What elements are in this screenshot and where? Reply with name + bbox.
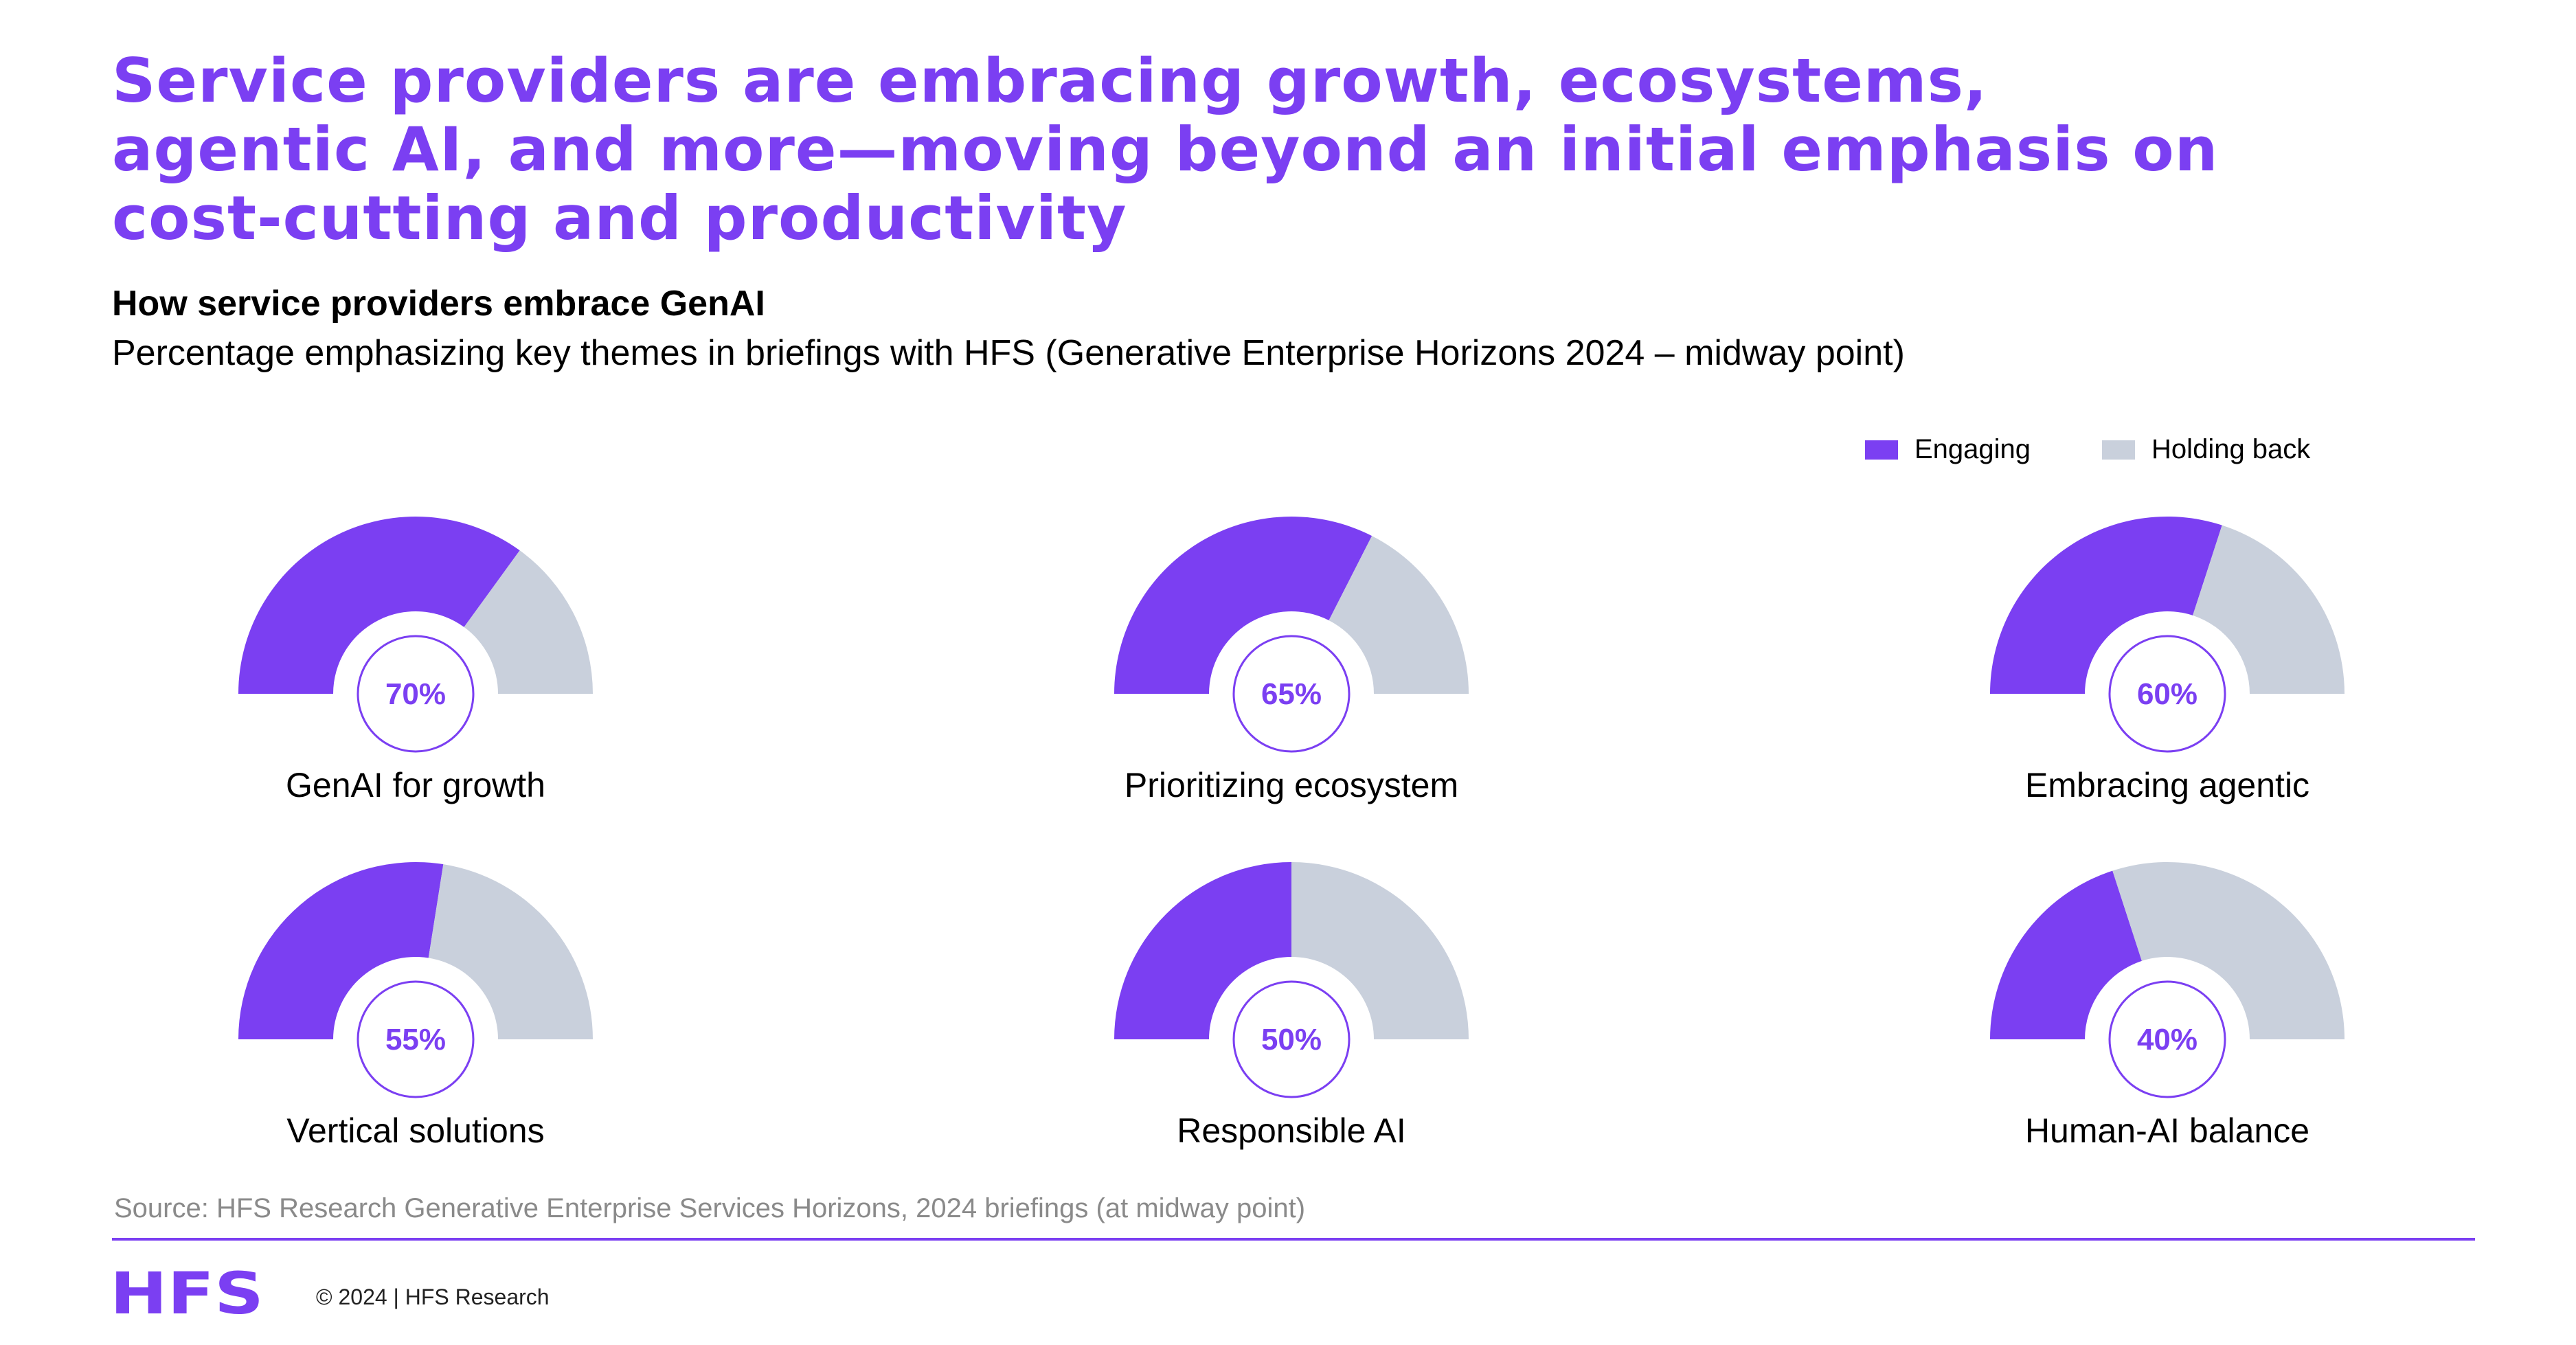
gauge-5: 50% Responsible AI: [1114, 862, 1469, 1150]
gauge-value-ring: [1232, 635, 1351, 753]
hfs-logo-text: HFS: [110, 1267, 264, 1322]
gauge-engaging-segment: [1114, 862, 1291, 1039]
gauge-holding-back-segment: [1291, 862, 1469, 1039]
gauge-engaging-segment: [1990, 517, 2222, 694]
gauge-holding-back-segment: [428, 864, 593, 1039]
chart-title: How service providers embrace GenAI: [112, 284, 765, 324]
legend-swatch-engaging: [1865, 440, 1898, 460]
gauge-engaging-segment: [238, 517, 520, 694]
source-note: Source: HFS Research Generative Enterpri…: [114, 1193, 1306, 1223]
gauge-holding-back-segment: [2112, 862, 2345, 1039]
legend-swatch-holding-back: [2102, 440, 2136, 460]
gauge-value-ring: [2108, 635, 2226, 753]
gauge-holding-back-segment: [1329, 536, 1469, 694]
gauge-engaging-segment: [1114, 517, 1372, 694]
gauge-holding-back-segment: [464, 550, 593, 694]
gauge-2: 65% Prioritizing ecosystem: [1114, 517, 1469, 804]
footer-divider: [112, 1238, 2475, 1241]
legend-item-engaging: Engaging: [1865, 434, 2031, 465]
gauge-value-label: 70%: [385, 677, 446, 711]
gauge-1: 70% GenAI for growth: [238, 517, 593, 804]
chart-legend: Engaging Holding back: [1865, 434, 2382, 465]
hfs-logo: HFS: [110, 1267, 264, 1322]
headline-line-1: Service providers are embracing growth, …: [112, 45, 1988, 116]
gauge-value-ring: [357, 980, 475, 1098]
gauge-value-label: 40%: [2137, 1023, 2197, 1056]
gauge-value-label: 55%: [385, 1023, 446, 1056]
gauge-4: 55% Vertical solutions: [238, 862, 593, 1150]
gauge-engaging-segment: [238, 862, 444, 1039]
gauge-value-ring: [1232, 980, 1351, 1098]
gauge-category-label: Embracing agentic: [2025, 766, 2309, 804]
gauge-3: 60% Embracing agentic: [1990, 517, 2345, 804]
legend-item-holding-back: Holding back: [2102, 434, 2310, 465]
chart-subtitle: Percentage emphasizing key themes in bri…: [112, 333, 1905, 373]
gauge-category-label: GenAI for growth: [286, 766, 545, 804]
gauge-value-label: 60%: [2137, 677, 2197, 711]
headline-line-2: agentic AI, and more—moving beyond an in…: [112, 114, 2219, 185]
page-headline: Service providers are embracing growth, …: [112, 47, 2482, 253]
gauge-engaging-segment: [1990, 870, 2142, 1039]
legend-label-engaging: Engaging: [1914, 434, 2031, 464]
headline-line-3: cost-cutting and productivity: [112, 183, 1127, 253]
gauge-value-label: 65%: [1261, 677, 1322, 711]
gauge-value-ring: [2108, 980, 2226, 1098]
gauge-holding-back-segment: [2193, 525, 2345, 694]
gauge-6: 40% Human-AI balance: [1990, 862, 2345, 1150]
gauge-category-label: Human-AI balance: [2025, 1111, 2309, 1150]
gauge-category-label: Responsible AI: [1177, 1111, 1406, 1150]
gauge-category-label: Vertical solutions: [286, 1111, 544, 1150]
gauge-value-ring: [357, 635, 475, 753]
legend-label-holding-back: Holding back: [2151, 434, 2311, 464]
copyright-text: © 2024 | HFS Research: [316, 1285, 550, 1309]
gauge-category-label: Prioritizing ecosystem: [1125, 766, 1458, 804]
gauge-value-label: 50%: [1261, 1023, 1322, 1056]
